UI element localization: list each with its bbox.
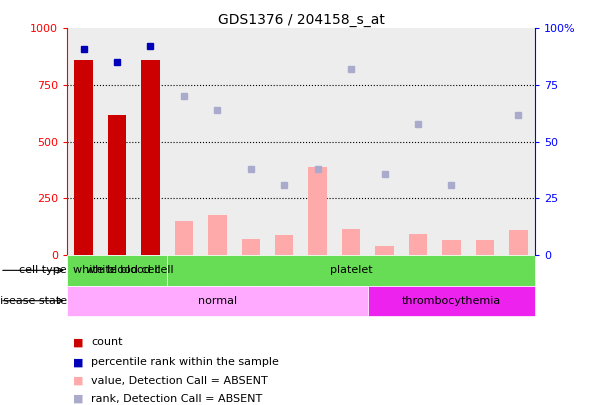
Bar <box>375 246 394 255</box>
Text: disease state: disease state <box>0 296 67 306</box>
Bar <box>475 241 494 255</box>
Text: platelet: platelet <box>330 265 373 275</box>
Bar <box>141 60 160 255</box>
Text: ■: ■ <box>73 358 83 367</box>
Text: normal: normal <box>198 296 237 306</box>
Text: white blood cell: white blood cell <box>86 265 173 275</box>
Bar <box>502 28 535 255</box>
Bar <box>409 234 427 255</box>
Bar <box>301 28 334 255</box>
Bar <box>368 286 535 316</box>
Bar <box>208 215 227 255</box>
Bar <box>234 28 268 255</box>
Bar <box>167 255 535 286</box>
Bar <box>241 239 260 255</box>
Bar <box>167 28 201 255</box>
Bar <box>468 28 502 255</box>
Bar <box>435 28 468 255</box>
Bar <box>342 229 361 255</box>
Text: thrombocythemia: thrombocythemia <box>402 296 501 306</box>
Bar <box>334 28 368 255</box>
Bar <box>174 221 193 255</box>
Text: white blood cell: white blood cell <box>73 265 161 275</box>
Bar <box>67 28 100 255</box>
Bar <box>368 28 401 255</box>
Text: cell type: cell type <box>19 265 67 275</box>
Text: rank, Detection Call = ABSENT: rank, Detection Call = ABSENT <box>91 394 263 404</box>
Bar <box>401 28 435 255</box>
Bar <box>74 60 93 255</box>
Bar <box>275 235 294 255</box>
Bar <box>442 241 461 255</box>
Text: ■: ■ <box>73 394 83 404</box>
Text: count: count <box>91 337 123 347</box>
Bar <box>308 167 327 255</box>
Bar <box>268 28 301 255</box>
Text: percentile rank within the sample: percentile rank within the sample <box>91 358 279 367</box>
Bar <box>509 230 528 255</box>
Text: ■: ■ <box>73 376 83 386</box>
Bar <box>67 286 368 316</box>
Title: GDS1376 / 204158_s_at: GDS1376 / 204158_s_at <box>218 13 384 27</box>
Bar <box>108 115 126 255</box>
Text: value, Detection Call = ABSENT: value, Detection Call = ABSENT <box>91 376 268 386</box>
Bar <box>134 28 167 255</box>
Text: ■: ■ <box>73 337 83 347</box>
Bar <box>100 28 134 255</box>
Bar <box>67 255 167 286</box>
Bar <box>201 28 234 255</box>
